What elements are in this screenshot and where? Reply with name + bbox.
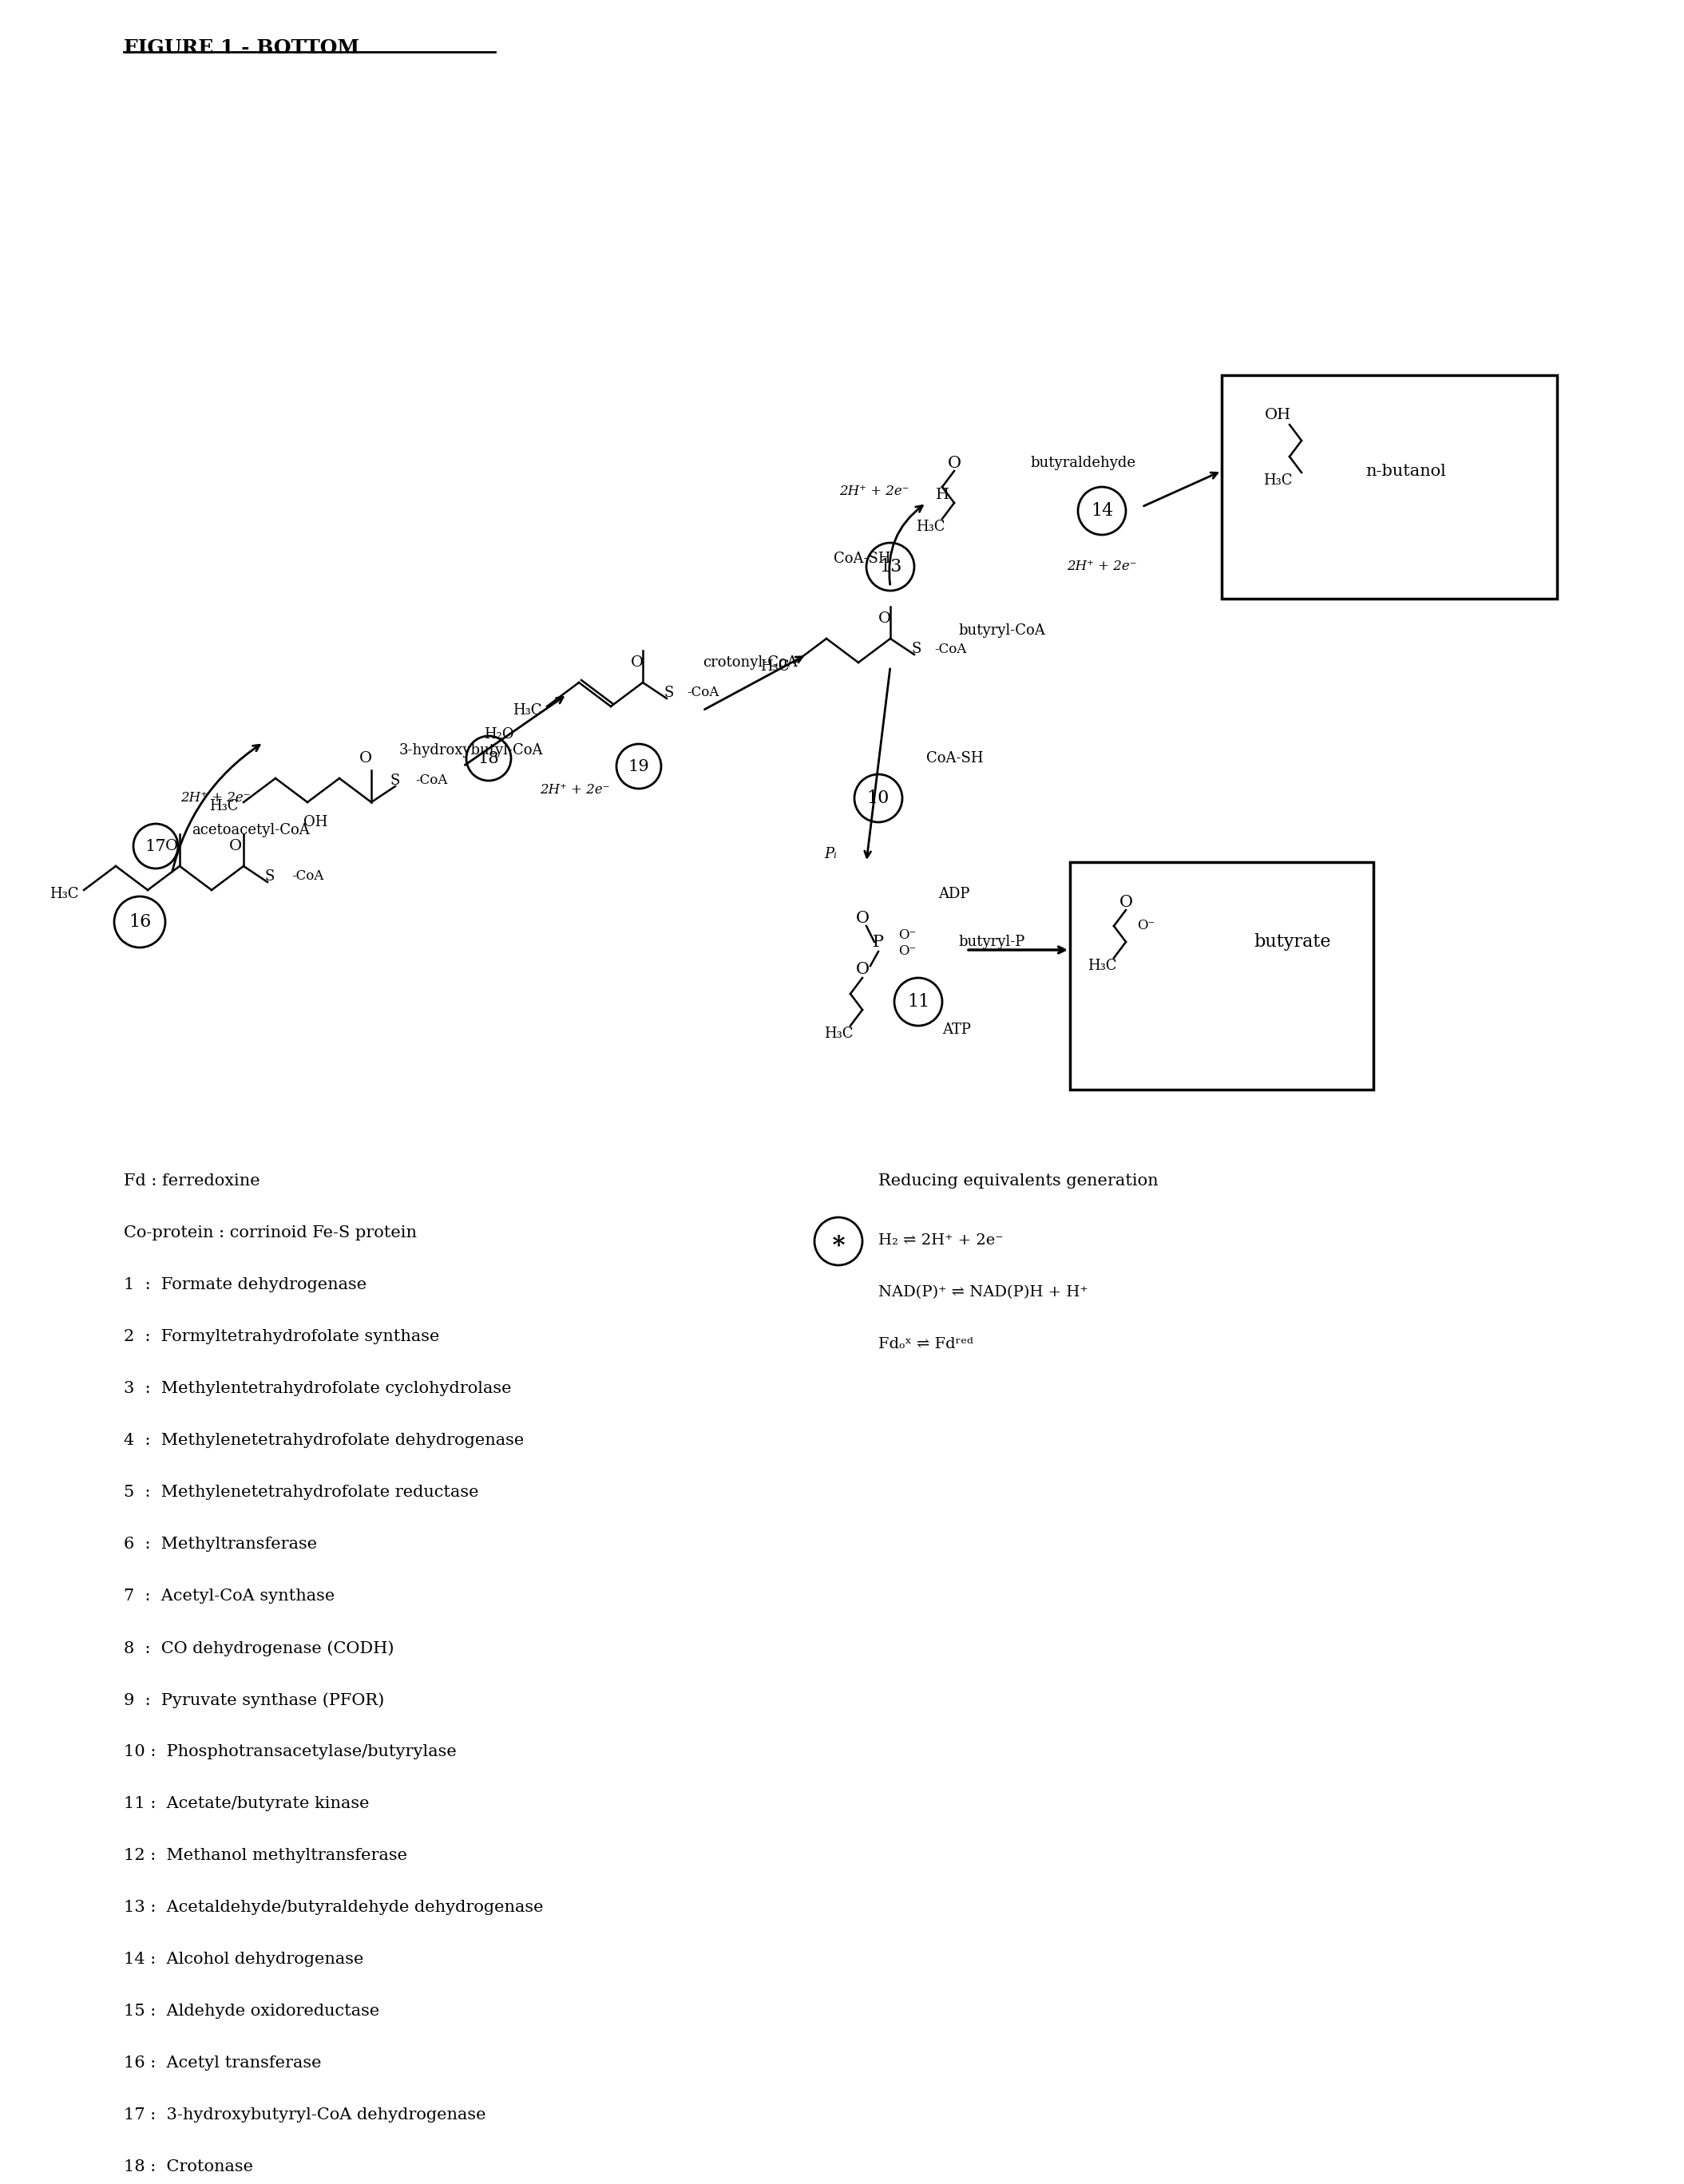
Text: 6  :  Methyltransferase: 6 : Methyltransferase (123, 1538, 317, 1553)
Text: 17 :  3-hydroxybutyryl-CoA dehydrogenase: 17 : 3-hydroxybutyryl-CoA dehydrogenase (123, 2108, 487, 2123)
Text: S: S (391, 773, 401, 788)
Text: O⁻: O⁻ (898, 928, 916, 941)
Text: butyrate: butyrate (1253, 933, 1330, 950)
Text: 13: 13 (879, 557, 901, 577)
Text: H₃C: H₃C (209, 799, 237, 812)
Text: Co-protein : corrinoid Fe-S protein: Co-protein : corrinoid Fe-S protein (123, 1225, 418, 1241)
Text: H₂O: H₂O (483, 727, 514, 743)
Text: O: O (855, 963, 869, 978)
Text: Reducing equivalents generation: Reducing equivalents generation (879, 1173, 1159, 1188)
Text: H₃C: H₃C (512, 703, 542, 719)
Text: O: O (165, 839, 179, 854)
Text: -CoA: -CoA (291, 869, 323, 882)
Text: O: O (359, 751, 372, 767)
Text: 8  :  CO dehydrogenase (CODH): 8 : CO dehydrogenase (CODH) (123, 1640, 394, 1655)
Text: 17: 17 (145, 839, 167, 854)
Text: 10 :  Phosphotransacetylase/butyrylase: 10 : Phosphotransacetylase/butyrylase (123, 1745, 456, 1760)
Text: P: P (872, 935, 884, 950)
Bar (1069, 863, 1374, 1090)
Text: crotonyl-CoA: crotonyl-CoA (702, 655, 798, 670)
Text: ADP: ADP (938, 887, 970, 902)
Text: -CoA: -CoA (935, 642, 967, 655)
Text: Fd : ferredoxine: Fd : ferredoxine (123, 1173, 259, 1188)
Text: 5  :  Methylenetetrahydrofolate reductase: 5 : Methylenetetrahydrofolate reductase (123, 1485, 478, 1500)
Text: O⁻: O⁻ (1137, 919, 1155, 933)
Text: butyryl-P: butyryl-P (958, 935, 1024, 950)
Text: H₃C: H₃C (759, 660, 790, 673)
Text: 15 :  Aldehyde oxidoreductase: 15 : Aldehyde oxidoreductase (123, 2003, 379, 2018)
Text: -CoA: -CoA (687, 686, 719, 699)
Text: 3-hydroxybutyl-CoA: 3-hydroxybutyl-CoA (399, 743, 544, 758)
Text: 9  :  Pyruvate synthase (PFOR): 9 : Pyruvate synthase (PFOR) (123, 1693, 384, 1708)
Text: 2H⁺ + 2e⁻: 2H⁺ + 2e⁻ (180, 791, 251, 806)
Text: 13 :  Acetaldehyde/butyraldehyde dehydrogenase: 13 : Acetaldehyde/butyraldehyde dehydrog… (123, 1900, 544, 1915)
Text: Pᵢ: Pᵢ (823, 847, 837, 860)
Text: 11 :  Acetate/butyrate kinase: 11 : Acetate/butyrate kinase (123, 1795, 369, 1811)
Text: OH: OH (1265, 408, 1292, 422)
Bar (1221, 376, 1558, 598)
Text: ATP: ATP (943, 1022, 972, 1037)
Text: H₃C: H₃C (916, 520, 945, 535)
Text: S: S (264, 869, 274, 885)
Text: H₂ ⇌ 2H⁺ + 2e⁻: H₂ ⇌ 2H⁺ + 2e⁻ (879, 1234, 1004, 1247)
Text: H₃C: H₃C (1263, 474, 1292, 487)
Text: 1  :  Formate dehydrogenase: 1 : Formate dehydrogenase (123, 1278, 367, 1293)
Text: 16: 16 (128, 913, 152, 930)
Text: ∗: ∗ (830, 1230, 847, 1254)
Text: butyryl-CoA: butyryl-CoA (958, 622, 1046, 638)
Text: S: S (663, 686, 674, 701)
Text: CoA-SH: CoA-SH (926, 751, 983, 767)
Text: 18 :  Crotonase: 18 : Crotonase (123, 2160, 253, 2175)
Text: 12 :  Methanol methyltransferase: 12 : Methanol methyltransferase (123, 1848, 408, 1863)
Text: H₃C: H₃C (1088, 959, 1116, 974)
Text: H₃C: H₃C (49, 887, 79, 902)
Text: -CoA: -CoA (416, 773, 448, 788)
Text: O: O (948, 456, 962, 470)
Text: CoA-SH: CoA-SH (834, 553, 891, 566)
Text: 7  :  Acetyl-CoA synthase: 7 : Acetyl-CoA synthase (123, 1588, 335, 1603)
Text: NAD(P)⁺ ⇌ NAD(P)H + H⁺: NAD(P)⁺ ⇌ NAD(P)H + H⁺ (879, 1284, 1088, 1299)
Text: Fdₒˣ ⇌ Fdʳᵉᵈ: Fdₒˣ ⇌ Fdʳᵉᵈ (879, 1337, 973, 1352)
Text: 11: 11 (908, 994, 930, 1011)
Text: O: O (229, 839, 242, 854)
Text: O: O (1120, 895, 1133, 909)
Text: H₃C: H₃C (823, 1026, 854, 1042)
Text: 2H⁺ + 2e⁻: 2H⁺ + 2e⁻ (541, 784, 610, 797)
Text: 4  :  Methylenetetrahydrofolate dehydrogenase: 4 : Methylenetetrahydrofolate dehydrogen… (123, 1433, 524, 1448)
Text: O: O (855, 911, 869, 926)
Text: 3  :  Methylentetrahydrofolate cyclohydrolase: 3 : Methylentetrahydrofolate cyclohydrol… (123, 1380, 512, 1396)
Text: 18: 18 (478, 751, 498, 767)
Text: 2  :  Formyltetrahydrofolate synthase: 2 : Formyltetrahydrofolate synthase (123, 1330, 440, 1343)
Text: 14: 14 (1091, 502, 1113, 520)
Text: S: S (911, 642, 921, 655)
Text: O⁻: O⁻ (898, 946, 916, 959)
Text: FIGURE 1 - BOTTOM: FIGURE 1 - BOTTOM (123, 39, 359, 57)
Text: butyraldehyde: butyraldehyde (1031, 456, 1135, 470)
Text: 2H⁺ + 2e⁻: 2H⁺ + 2e⁻ (1068, 559, 1137, 574)
Text: n-butanol: n-butanol (1366, 463, 1447, 478)
Text: O: O (879, 612, 891, 627)
Text: OH: OH (303, 815, 328, 830)
Text: 14 :  Alcohol dehydrogenase: 14 : Alcohol dehydrogenase (123, 1952, 364, 1968)
Text: H: H (935, 487, 950, 502)
Text: acetoacetyl-CoA: acetoacetyl-CoA (192, 823, 310, 836)
Text: 2H⁺ + 2e⁻: 2H⁺ + 2e⁻ (839, 485, 909, 498)
Text: O: O (632, 655, 643, 670)
Text: 10: 10 (867, 788, 889, 808)
Text: 16 :  Acetyl transferase: 16 : Acetyl transferase (123, 2055, 322, 2070)
Text: 19: 19 (628, 758, 650, 773)
